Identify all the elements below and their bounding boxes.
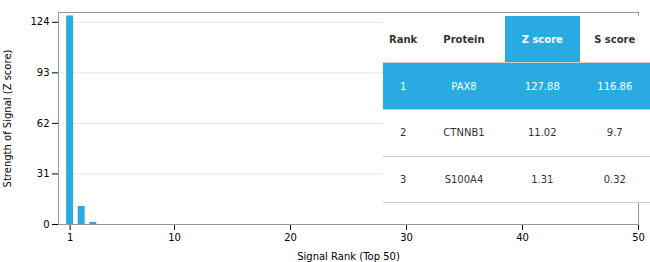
html-text:116.86: 116.86 [597, 80, 633, 92]
html-text:S100A4: S100A4 [444, 173, 484, 185]
html-text:3: 3 [399, 173, 407, 185]
svg-text:0: 0 [43, 219, 49, 230]
svg-text:20: 20 [284, 232, 297, 243]
svg-text:62: 62 [37, 118, 50, 129]
html-text:CTNNB1: CTNNB1 [443, 127, 485, 139]
svg-text:30: 30 [400, 232, 413, 243]
html-text:9.7: 9.7 [606, 127, 623, 139]
html-text:1: 1 [399, 80, 407, 92]
html-text:Z score: Z score [521, 33, 563, 45]
svg-text:1: 1 [67, 232, 73, 243]
svg-text:31: 31 [37, 168, 50, 179]
svg-text:124: 124 [30, 16, 49, 27]
html-text:PAX8: PAX8 [451, 80, 477, 92]
svg-text:10: 10 [168, 232, 181, 243]
html-text:0.32: 0.32 [603, 173, 626, 185]
html-text:Rank: Rank [389, 33, 418, 45]
html-text:S score: S score [594, 33, 636, 45]
html-text:11.02: 11.02 [528, 127, 557, 139]
html-text:2: 2 [399, 127, 407, 139]
svg-text:Signal Rank (Top 50): Signal Rank (Top 50) [297, 251, 400, 262]
html-text:Protein: Protein [443, 33, 485, 45]
svg-text:50: 50 [632, 232, 645, 243]
svg-text:Strength of Signal (Z score): Strength of Signal (Z score) [2, 49, 13, 187]
html-text:127.88: 127.88 [524, 80, 560, 92]
html-text:1.31: 1.31 [531, 173, 554, 185]
svg-text:40: 40 [516, 232, 529, 243]
svg-text:93: 93 [37, 67, 50, 78]
